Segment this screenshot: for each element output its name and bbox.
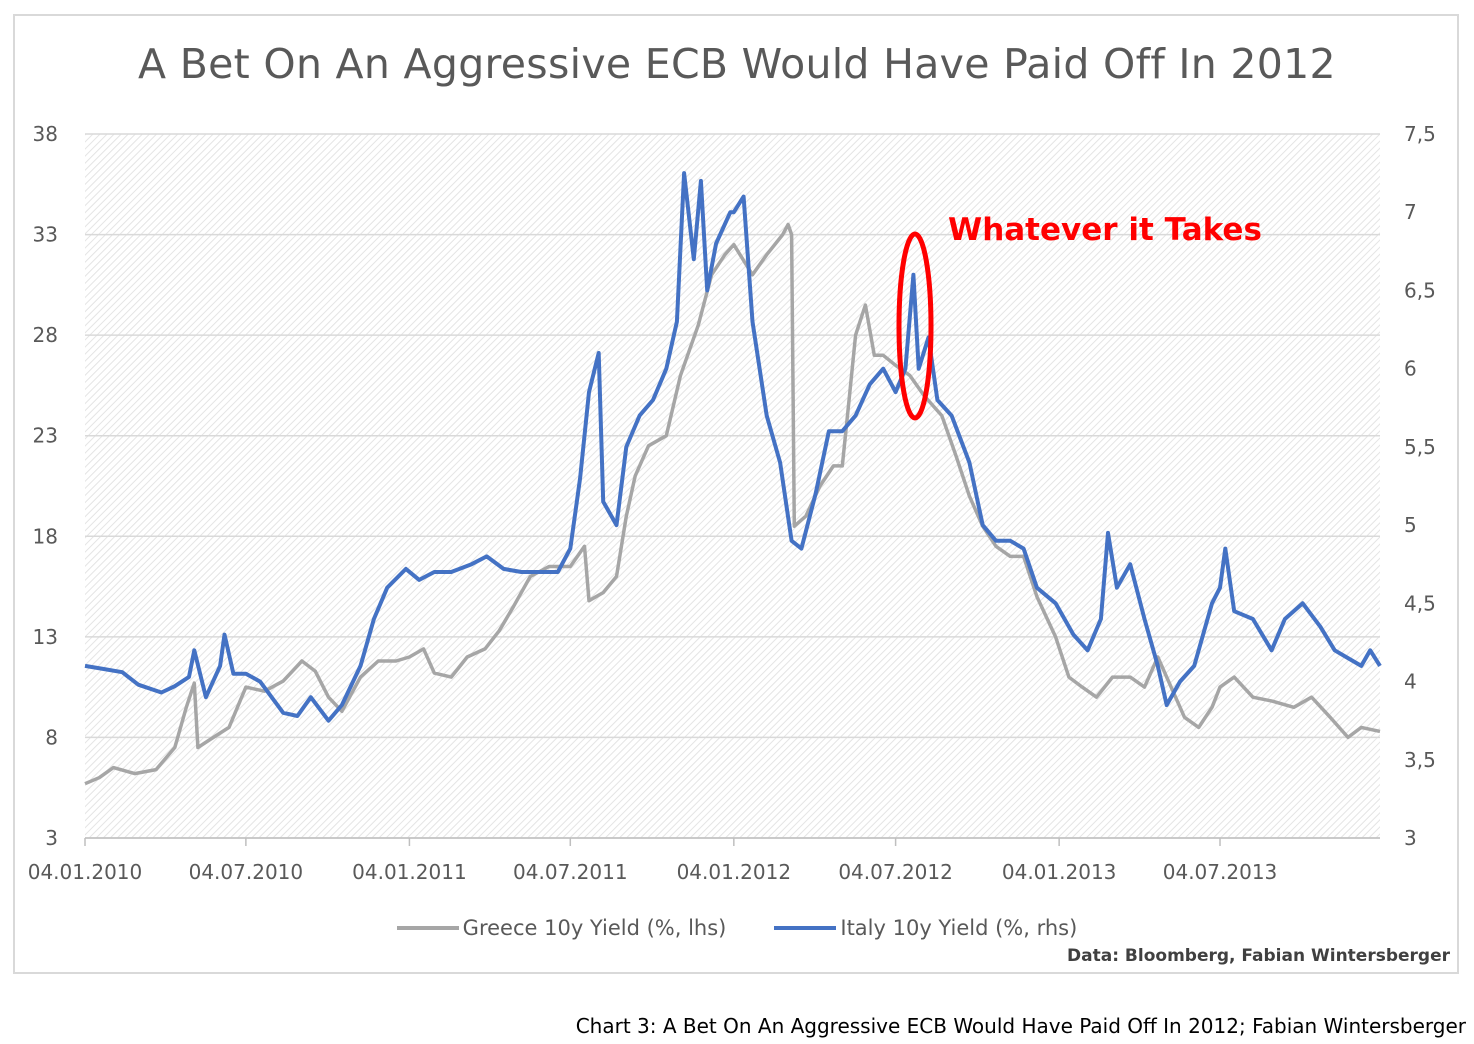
y-left-tick-label: 8 [45, 725, 58, 749]
annotation-circle [896, 231, 934, 421]
legend-label-italy: Italy 10y Yield (%, rhs) [840, 916, 1078, 940]
chart-caption: Chart 3: A Bet On An Aggressive ECB Woul… [575, 1014, 1466, 1038]
x-tick-label: 04.01.2012 [677, 860, 792, 884]
legend-item-italy: Italy 10y Yield (%, rhs) [774, 916, 1077, 940]
y-left-tick-label: 18 [33, 524, 58, 548]
y-right-tick-label: 6,5 [1404, 278, 1436, 302]
legend-item-greece: Greece 10y Yield (%, lhs) [396, 916, 727, 940]
y-left-tick-label: 13 [33, 625, 58, 649]
y-right-tick-label: 7 [1404, 200, 1417, 224]
y-left-tick-label: 33 [33, 223, 58, 247]
y-right-tick-label: 5 [1404, 513, 1417, 537]
y-right-tick-label: 3,5 [1404, 748, 1436, 772]
x-axis: 04.01.2010 04.07.2010 04.01.2011 04.07.2011… [28, 838, 1278, 884]
x-tick-label: 04.07.2010 [189, 860, 304, 884]
y-right-tick-label: 4 [1404, 670, 1417, 694]
legend: Greece 10y Yield (%, lhs) Italy 10y Yiel… [0, 916, 1474, 940]
y-left-tick-label: 38 [33, 122, 58, 146]
plot-area [85, 134, 1380, 838]
source-note: Data: Bloomberg, Fabian Wintersberger [1067, 946, 1450, 966]
legend-swatch-greece [396, 926, 459, 930]
legend-label-greece: Greece 10y Yield (%, lhs) [462, 916, 727, 940]
greece-yield-line [84, 222, 1381, 786]
italy-yield-line [84, 171, 1382, 723]
y-right-tick-label: 7,5 [1404, 122, 1436, 146]
x-tick-label: 04.01.2010 [28, 860, 143, 884]
gridlines [85, 133, 1380, 839]
series-layer [84, 171, 1382, 786]
x-tick-label: 04.07.2012 [838, 860, 953, 884]
right-y-axis: 3 3,5 4 4,5 5 5,5 6 6,5 7 7,5 [1404, 122, 1436, 850]
y-right-tick-label: 4,5 [1404, 591, 1436, 615]
x-tick-label: 04.01.2013 [1002, 860, 1117, 884]
annotation-label: Whatever it Takes [948, 212, 1262, 248]
x-tick-label: 04.07.2011 [513, 860, 628, 884]
x-tick-label: 04.01.2011 [352, 860, 467, 884]
x-tick-label: 04.07.2013 [1163, 860, 1278, 884]
y-right-tick-label: 6 [1404, 357, 1417, 381]
y-left-tick-label: 23 [33, 424, 58, 448]
y-left-tick-label: 3 [45, 826, 58, 850]
legend-swatch-italy [774, 926, 837, 930]
y-left-tick-label: 28 [33, 323, 58, 347]
chart-title: A Bet On An Aggressive ECB Would Have Pa… [138, 40, 1336, 88]
y-right-tick-label: 5,5 [1404, 435, 1436, 459]
y-right-tick-label: 3 [1404, 826, 1417, 850]
